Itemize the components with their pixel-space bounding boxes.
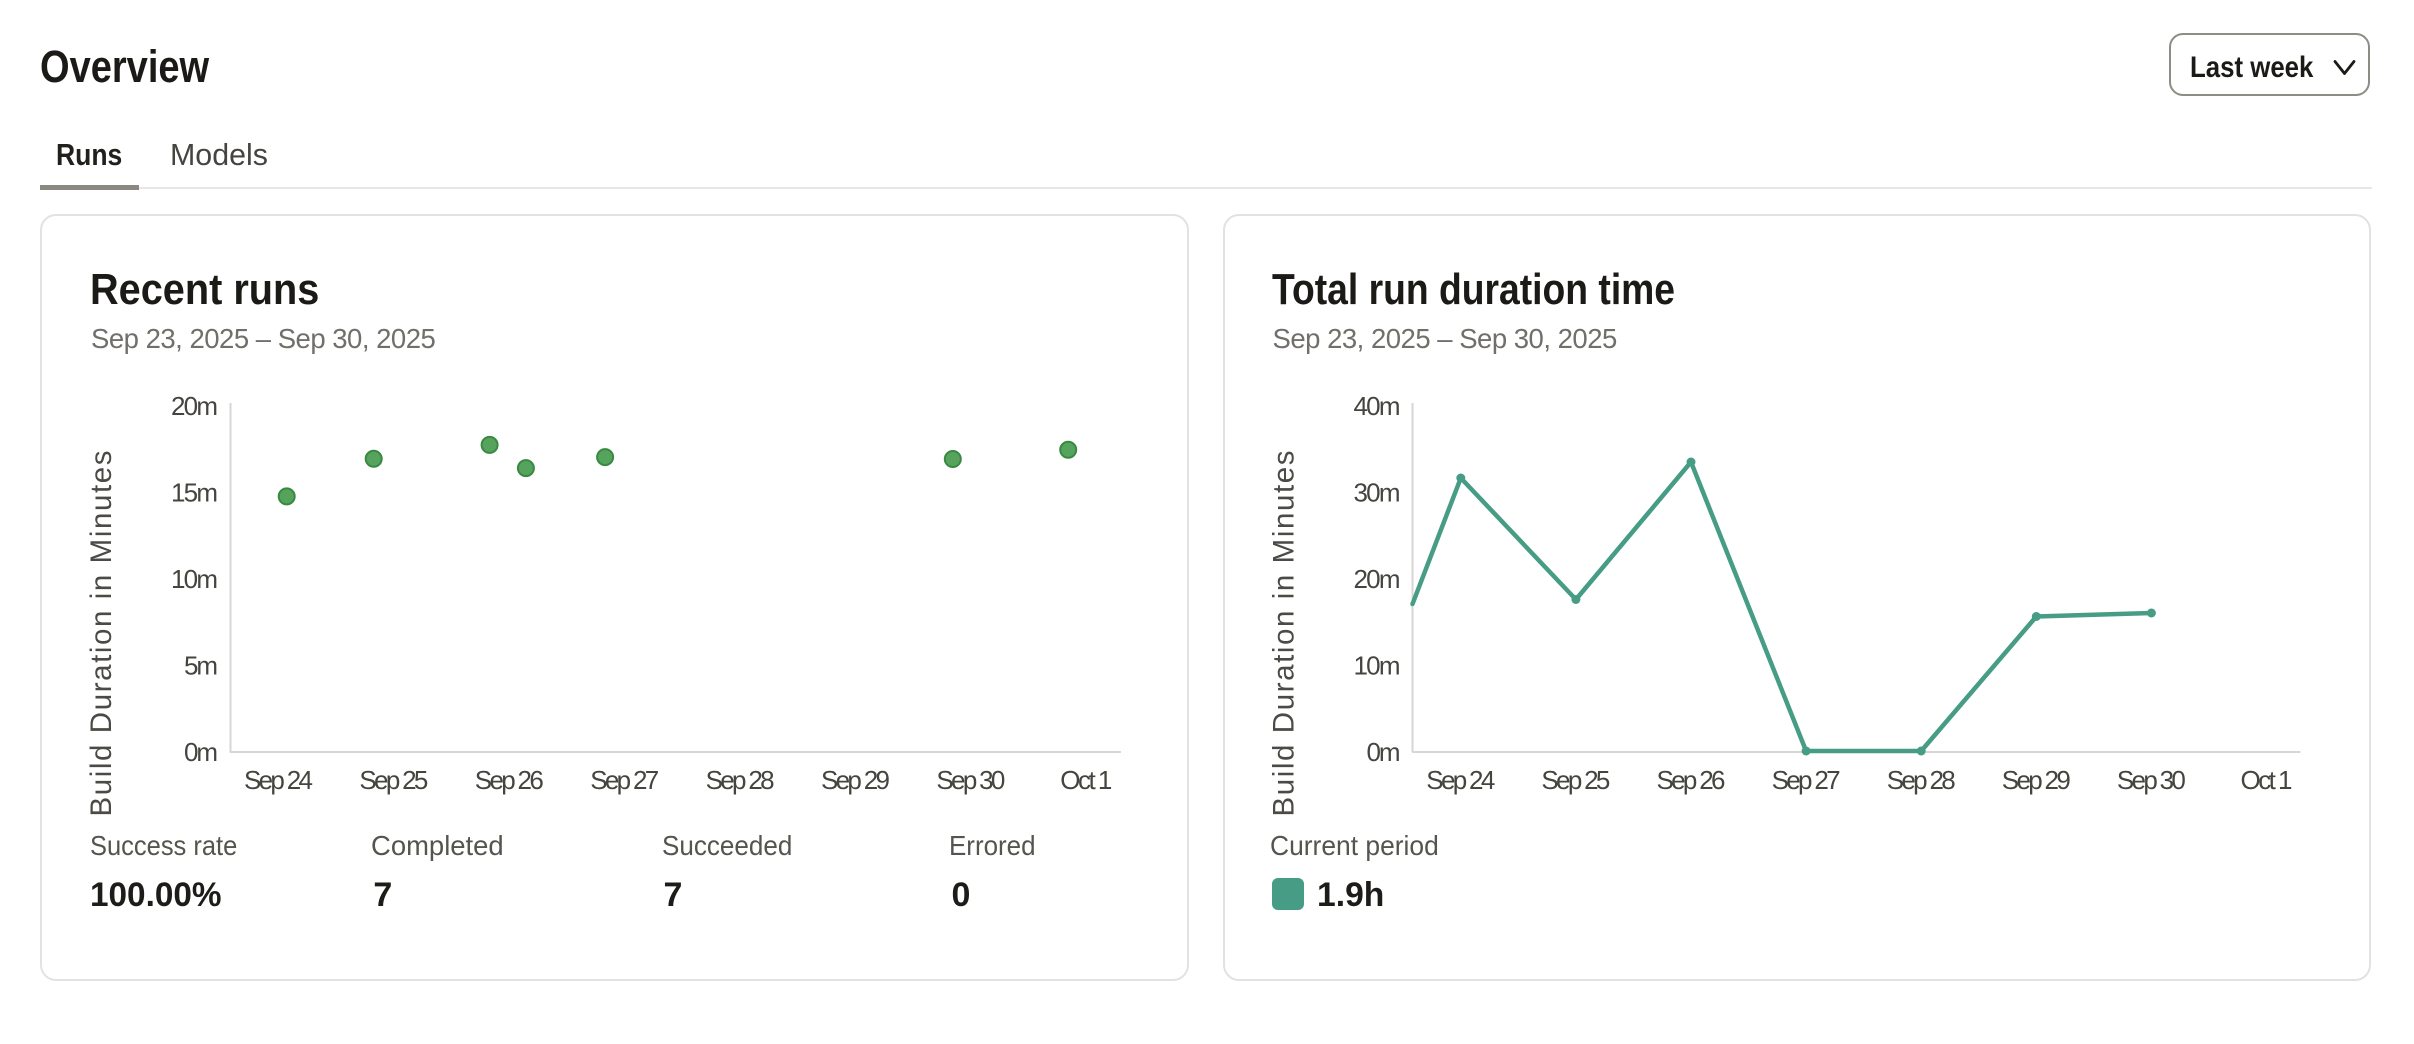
svg-text:20m: 20m — [171, 391, 218, 421]
svg-text:0m: 0m — [184, 737, 218, 767]
svg-text:Sep 27: Sep 27 — [1772, 765, 1841, 795]
svg-text:Sep 28: Sep 28 — [1887, 765, 1956, 795]
svg-text:Sep 26: Sep 26 — [1657, 765, 1726, 795]
svg-text:Sep 24: Sep 24 — [244, 765, 313, 795]
svg-text:15m: 15m — [171, 477, 218, 507]
svg-text:Oct 1: Oct 1 — [1060, 765, 1112, 795]
svg-text:Build Duration in Minutes: Build Duration in Minutes — [85, 451, 118, 817]
svg-text:Sep 29: Sep 29 — [821, 765, 890, 795]
svg-text:5m: 5m — [184, 650, 218, 680]
svg-text:Sep 25: Sep 25 — [1541, 765, 1610, 795]
svg-text:Sep 26: Sep 26 — [475, 765, 544, 795]
svg-text:Build Duration in Minutes: Build Duration in Minutes — [1267, 451, 1300, 817]
svg-text:Oct 1: Oct 1 — [2241, 765, 2293, 795]
svg-text:0m: 0m — [1367, 737, 1401, 767]
svg-text:Sep 25: Sep 25 — [359, 765, 428, 795]
svg-text:20m: 20m — [1354, 564, 1401, 594]
svg-text:Sep 28: Sep 28 — [706, 765, 775, 795]
svg-text:40m: 40m — [1354, 391, 1401, 421]
svg-text:Sep 29: Sep 29 — [2002, 765, 2071, 795]
svg-text:Sep 30: Sep 30 — [2117, 765, 2186, 795]
svg-text:Sep 24: Sep 24 — [1426, 765, 1495, 795]
svg-text:Sep 30: Sep 30 — [936, 765, 1005, 795]
svg-text:10m: 10m — [1354, 650, 1401, 680]
svg-text:30m: 30m — [1354, 477, 1401, 507]
svg-text:Sep 27: Sep 27 — [590, 765, 659, 795]
svg-text:10m: 10m — [171, 564, 218, 594]
